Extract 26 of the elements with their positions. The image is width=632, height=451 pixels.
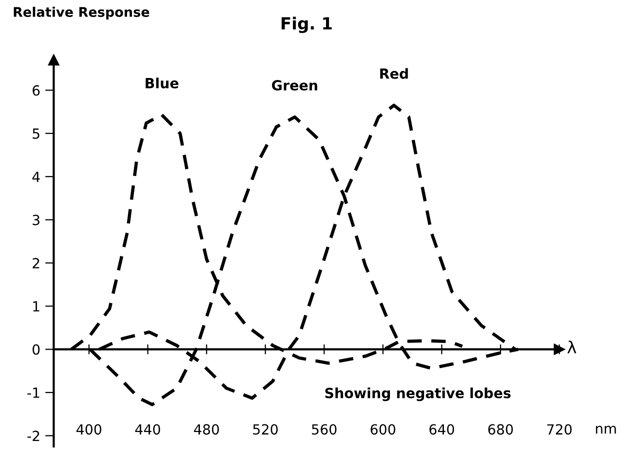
annotation: Showing negative lobes — [325, 388, 511, 402]
y-tick-label: 0 — [32, 344, 40, 355]
chart-title: Fig. 1 — [282, 16, 332, 34]
text: Red — [380, 68, 408, 79]
x-tick-label: 440 — [135, 424, 160, 435]
x-tick-label: 400 — [76, 424, 102, 435]
y-tick-label: 2 — [32, 258, 40, 268]
x-tick-label: 560 — [312, 424, 336, 435]
y-tick-label: 3 — [32, 214, 40, 226]
text: Green — [272, 80, 318, 91]
text: Blue — [146, 78, 178, 88]
x-axis-title: λ — [567, 340, 576, 354]
y-tick-label: -1 — [27, 388, 40, 398]
text: nm — [596, 426, 616, 434]
y-tick-label: 4 — [32, 172, 40, 182]
x-tick-label: 480 — [194, 424, 219, 435]
x-tick-label: 520 — [253, 424, 278, 435]
y-axis-title: Relative Response — [14, 6, 150, 20]
x-tick-label: 600 — [370, 424, 396, 435]
x-tick-label: 680 — [488, 424, 513, 435]
y-tick-label: 5 — [32, 128, 40, 139]
y-tick-label: 6 — [32, 85, 40, 96]
x-tick-label: 720 — [547, 424, 572, 435]
y-tick-label: 1 — [33, 301, 40, 312]
x-tick-label: 640 — [429, 424, 454, 435]
y-tick-label: -2 — [27, 430, 40, 441]
